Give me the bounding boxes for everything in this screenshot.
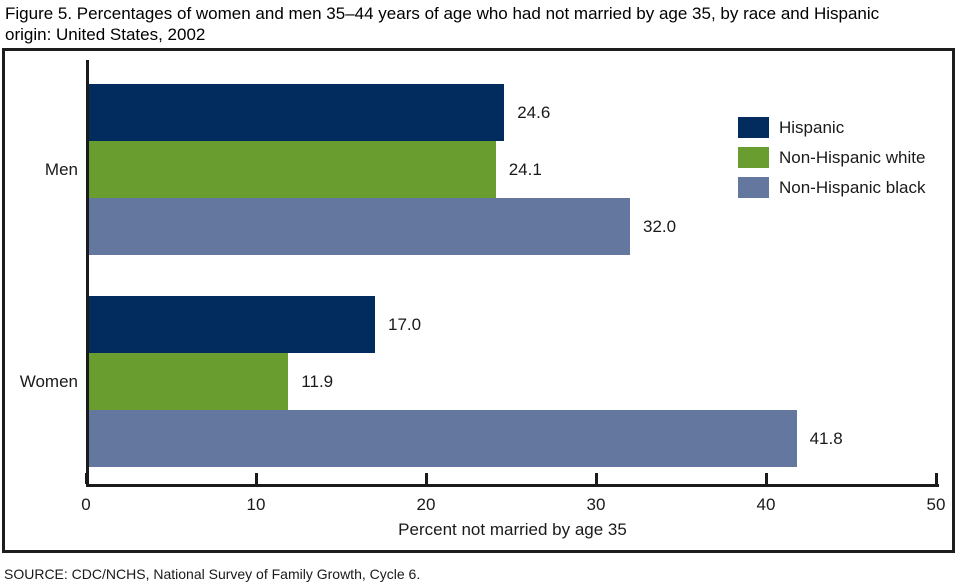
legend-item: Non-Hispanic white [738, 147, 925, 168]
category-label: Women [19, 371, 78, 391]
legend-label: Hispanic [779, 117, 845, 137]
legend-label: Non-Hispanic white [779, 147, 926, 167]
x-tick-label: 50 [926, 495, 946, 514]
x-tick [765, 473, 768, 484]
figure-title: Figure 5. Percentages of women and men 3… [5, 4, 880, 44]
bar-value-label: 11.9 [301, 371, 334, 391]
x-tick-label: 10 [246, 495, 266, 514]
bar-value-label: 32.0 [643, 216, 677, 236]
legend: Hispanic Non-Hispanic white Non-Hispanic b… [738, 117, 925, 198]
source-note: SOURCE: CDC/NCHS, National Survey of Fam… [4, 566, 421, 582]
y-axis-line [86, 60, 89, 487]
bar [89, 296, 375, 353]
legend-item: Non-Hispanic black [738, 177, 925, 198]
legend-swatch [738, 147, 769, 168]
legend-item: Hispanic [738, 117, 925, 138]
bar-value-label: 41.8 [809, 428, 843, 448]
bar-value-label: 17.0 [388, 314, 422, 334]
bar-value-label: 24.1 [508, 159, 542, 179]
x-tick-label: 40 [756, 495, 776, 514]
x-axis-line [86, 484, 939, 487]
legend-swatch [738, 117, 769, 138]
x-tick [85, 473, 88, 484]
x-tick [935, 473, 938, 484]
legend-swatch [738, 177, 769, 198]
bar [89, 84, 505, 141]
x-tick-label: 30 [586, 495, 606, 514]
legend-label: Non-Hispanic black [779, 177, 926, 197]
x-tick-label: 20 [416, 495, 436, 514]
x-axis-title: Percent not married by age 35 [398, 520, 627, 539]
x-tick-label: 0 [81, 495, 91, 514]
bar [89, 141, 496, 198]
bar [89, 410, 797, 467]
bar-value-label: 24.6 [517, 102, 551, 122]
x-tick [425, 473, 428, 484]
bar [89, 353, 289, 410]
category-label: Men [44, 159, 78, 179]
x-tick [255, 473, 258, 484]
x-tick [595, 473, 598, 484]
bar [89, 198, 630, 255]
